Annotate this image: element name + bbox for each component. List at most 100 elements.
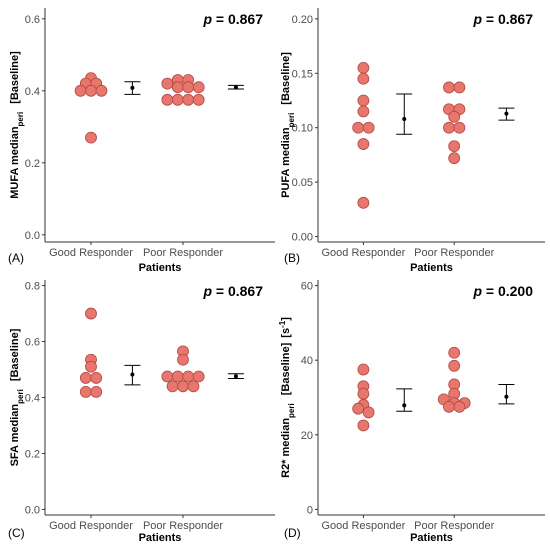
data-point [453, 121, 466, 134]
y-tick-label: 0.6 [25, 14, 40, 26]
y-label-unit-close: ] [280, 317, 292, 321]
data-point [357, 105, 370, 118]
x-tick-label: Good Responder [49, 247, 133, 259]
p-value-symbol: p [472, 11, 482, 27]
data-point [182, 81, 195, 94]
y-label-unit-superscript: -1 [278, 320, 287, 328]
p-value-annotation: p = 0.867 [472, 11, 533, 27]
y-tick-label: 0.20 [292, 14, 313, 26]
mean-point [233, 85, 238, 90]
y-tick-label: 0.15 [292, 68, 313, 80]
x-axis-label: Patients [410, 532, 453, 544]
data-point [443, 400, 455, 413]
data-point [166, 380, 179, 393]
y-tick-label: 0.2 [25, 448, 40, 460]
mean-point [504, 394, 509, 399]
y-tick-label: 0.8 [25, 281, 40, 293]
data-point [357, 419, 370, 432]
data-point [90, 386, 103, 398]
data-point [357, 138, 370, 150]
data-point [182, 93, 195, 106]
data-point [443, 121, 455, 134]
data-point [443, 81, 455, 94]
x-tick-label: Poor Responder [143, 247, 223, 259]
y-label-bracket: [Baseline] [9, 328, 21, 381]
y-label-bracket: [Baseline] [280, 52, 292, 105]
data-point [357, 61, 370, 74]
series-2 [443, 81, 515, 165]
panel-letter: (B) [284, 251, 300, 265]
y-label-unit: [s [280, 328, 292, 338]
y-tick-label: 0.05 [292, 177, 313, 189]
y-label-subscript: peri [287, 113, 296, 128]
data-point [357, 196, 370, 209]
data-point [90, 372, 103, 384]
data-point [177, 353, 189, 366]
x-tick-label: Poor Responder [414, 247, 494, 259]
y-tick-label: 40 [301, 355, 313, 367]
data-point [357, 72, 370, 85]
y-label-main: PUFA median [280, 127, 292, 198]
y-tick-label: 0.4 [25, 86, 40, 98]
y-label-bracket: [Baseline] [9, 51, 21, 104]
p-value-annotation: p = 0.200 [472, 283, 533, 299]
x-tick-label: Good Responder [322, 247, 406, 259]
mean-point [130, 85, 135, 90]
data-point [448, 152, 461, 165]
p-value-text: = 0.867 [212, 283, 263, 299]
y-axis-label: MUFA medianperi [Baseline] [9, 51, 25, 199]
data-point [357, 94, 370, 107]
data-point [161, 370, 174, 383]
data-point [453, 400, 466, 413]
data-point [161, 77, 174, 90]
panel-letter: (A) [8, 251, 24, 265]
data-point [448, 140, 461, 153]
data-point [187, 380, 200, 393]
data-point [352, 402, 365, 415]
data-point [79, 372, 92, 384]
x-axis-label: Patients [139, 262, 182, 274]
chart-panel-1: 0.0 0.2 0.4 0.6 Good Responder Poor Responder… [8, 8, 275, 274]
p-value-text: = 0.867 [482, 11, 533, 27]
data-point [171, 93, 184, 106]
y-tick-label: 0.4 [25, 393, 40, 405]
data-point [357, 363, 370, 376]
y-tick-label: 0.2 [25, 158, 40, 170]
mean-point [402, 117, 407, 122]
y-label-main: R2* median [280, 418, 292, 478]
y-axis-label: SFA medianperi [Baseline] [9, 328, 25, 466]
y-label-main: SFA median [9, 404, 21, 467]
y-tick-label: 0 [307, 504, 313, 516]
data-point [192, 93, 205, 106]
y-label-subscript: peri [287, 403, 296, 418]
data-point [453, 81, 466, 94]
p-value-symbol: p [202, 11, 212, 27]
mean-point [504, 111, 509, 116]
x-tick-label: Good Responder [322, 520, 406, 532]
chart-panel-3: 0.0 0.2 0.4 0.6 0.8 Good Responder Poor Respon… [8, 280, 275, 544]
series-2 [161, 74, 244, 106]
data-point [79, 386, 92, 398]
panel-letter: (C) [8, 526, 25, 540]
p-value-text: = 0.867 [212, 11, 263, 27]
y-label-subscript: peri [16, 389, 25, 404]
data-point [85, 131, 97, 144]
y-label-main: MUFA median [9, 126, 21, 199]
data-point [85, 360, 97, 373]
data-point [448, 359, 461, 372]
x-tick-label: Good Responder [49, 520, 133, 532]
data-point [362, 406, 375, 419]
y-tick-label: 20 [301, 430, 313, 442]
x-axis-label: Patients [410, 262, 453, 274]
x-axis-label: Patients [139, 532, 182, 544]
data-point [95, 84, 108, 97]
data-point [85, 84, 97, 97]
p-value-symbol: p [202, 283, 212, 299]
data-point [74, 84, 87, 97]
y-axis-label: R2* medianperi [Baseline] [s-1] [278, 317, 296, 478]
series-2 [161, 345, 244, 393]
y-tick-label: 0.0 [25, 504, 40, 516]
y-label-subscript: peri [16, 112, 25, 127]
data-point [171, 370, 184, 383]
